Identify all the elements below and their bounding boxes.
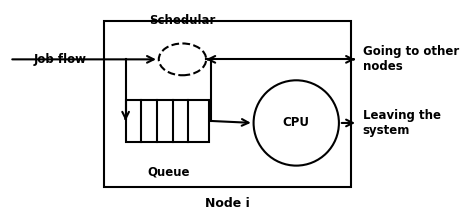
Bar — [126, 100, 209, 142]
Text: Node i: Node i — [205, 197, 250, 210]
Ellipse shape — [254, 80, 339, 166]
Text: Schedular: Schedular — [149, 14, 216, 27]
Text: Going to other
nodes: Going to other nodes — [363, 45, 459, 73]
Text: Job flow: Job flow — [33, 53, 86, 66]
Bar — [104, 21, 351, 187]
Text: CPU: CPU — [283, 116, 310, 130]
Text: Queue: Queue — [147, 165, 190, 178]
Ellipse shape — [159, 43, 206, 75]
Text: Leaving the
system: Leaving the system — [363, 109, 441, 137]
